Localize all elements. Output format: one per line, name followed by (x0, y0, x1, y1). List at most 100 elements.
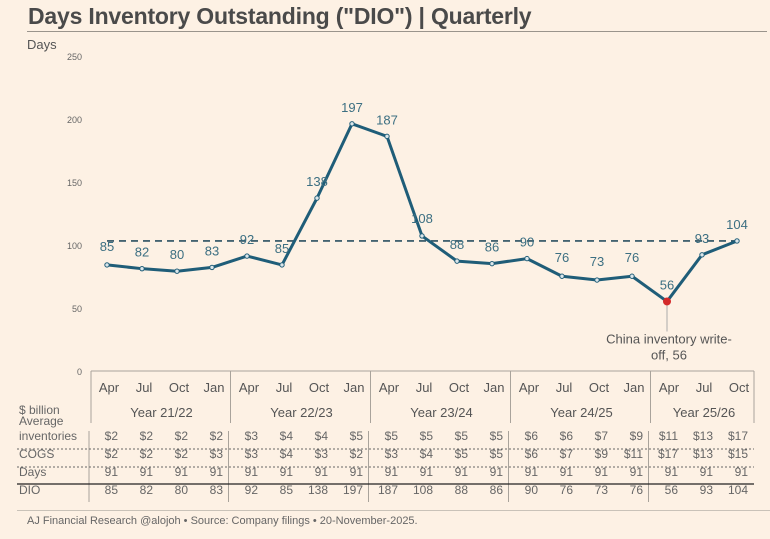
annotation-text: off, 56 (651, 347, 687, 362)
table-cell: $6 (560, 429, 574, 443)
table-cell: $6 (525, 429, 539, 443)
table-cell: $3 (385, 447, 399, 461)
chart-title: Days Inventory Outstanding ("DIO") | Qua… (28, 3, 532, 29)
table-cell: 88 (455, 483, 469, 497)
table-cell: 92 (245, 483, 259, 497)
table-cell: 83 (210, 483, 224, 497)
data-label: 92 (240, 232, 254, 247)
quarter-label: Jul (136, 380, 153, 395)
table-cell: $5 (455, 447, 469, 461)
data-point (314, 195, 320, 201)
table-cell: 197 (343, 483, 363, 497)
fiscal-year-label: Year 21/22 (130, 405, 192, 420)
table-cell: 91 (315, 465, 329, 479)
table-cell: $5 (350, 429, 364, 443)
table-cell: $5 (420, 429, 434, 443)
table-cell: $6 (525, 447, 539, 461)
table-cell: 93 (700, 483, 714, 497)
y-tick-label: 250 (67, 52, 82, 62)
table-cell: 91 (735, 465, 749, 479)
data-label: 108 (411, 211, 433, 226)
data-point (349, 121, 355, 127)
quarter-label: Jan (204, 380, 225, 395)
highlight-marker (663, 297, 671, 306)
data-point (489, 260, 495, 267)
data-label: 138 (306, 174, 328, 189)
quarter-label: Oct (729, 380, 750, 395)
table-cell: 91 (350, 465, 364, 479)
data-label: 187 (376, 112, 398, 127)
data-label: 56 (660, 277, 674, 292)
table-cell: $5 (455, 429, 469, 443)
table-cell: 80 (175, 483, 189, 497)
fiscal-year-label: Year 23/24 (410, 405, 472, 420)
unit-label: $ billion (19, 403, 60, 417)
annotation-text: China inventory write- (606, 331, 732, 346)
quarter-label: Apr (99, 380, 120, 395)
table-cell: $2 (105, 429, 119, 443)
table-cell: $2 (140, 447, 154, 461)
data-point (559, 273, 565, 279)
table-cell: $3 (245, 447, 259, 461)
data-point (734, 238, 740, 244)
table-cell: 187 (378, 483, 398, 497)
table-cell: $3 (245, 429, 259, 443)
table-cell: 85 (280, 483, 294, 497)
table-cell: $2 (175, 429, 189, 443)
table-cell: $5 (385, 429, 399, 443)
data-point (174, 268, 180, 274)
table-cell: 82 (140, 483, 154, 497)
table-cell: 91 (595, 465, 609, 479)
table-cell: 91 (175, 465, 189, 479)
table-cell: $9 (595, 447, 609, 461)
table-cell: $7 (595, 429, 609, 443)
data-label: 93 (695, 231, 709, 246)
table-cell: 85 (105, 483, 119, 497)
row-label: Average (19, 414, 64, 428)
table-cell: 91 (560, 465, 574, 479)
table-cell: 91 (420, 465, 434, 479)
table-cell: $9 (630, 429, 644, 443)
data-point (699, 252, 705, 258)
table-cell: 91 (525, 465, 539, 479)
footer-divider (17, 510, 770, 511)
title-divider (27, 31, 767, 32)
quarter-label: Apr (659, 380, 680, 395)
data-label: 76 (555, 250, 569, 265)
data-point (279, 262, 285, 268)
table-cell: $2 (350, 447, 364, 461)
y-tick-label: 50 (72, 304, 82, 314)
table-cell: $5 (490, 429, 504, 443)
quarter-label: Jan (484, 380, 505, 395)
row-label: DIO (19, 483, 40, 497)
data-point (104, 262, 110, 268)
quarter-label: Jan (344, 380, 365, 395)
table-cell: $4 (315, 429, 329, 443)
data-point (244, 253, 250, 259)
data-label: 76 (625, 250, 639, 265)
fiscal-year-label: Year 22/23 (270, 405, 332, 420)
data-label: 85 (275, 241, 289, 256)
quarter-label: Oct (449, 380, 470, 395)
table-cell: 90 (525, 483, 539, 497)
y-tick-label: 0 (77, 367, 82, 377)
row-label: Days (19, 465, 46, 479)
y-axis-label: Days (27, 37, 57, 52)
data-point (454, 258, 460, 264)
table-cell: 86 (490, 483, 504, 497)
table-cell: 91 (245, 465, 259, 479)
data-label: 197 (341, 100, 363, 115)
table-cell: $3 (315, 447, 329, 461)
data-label: 86 (485, 240, 499, 255)
data-point (629, 273, 635, 279)
table-cell: $2 (140, 429, 154, 443)
data-label: 73 (590, 254, 604, 269)
quarter-label: Oct (589, 380, 610, 395)
table-cell: $3 (210, 447, 224, 461)
table-cell: $17 (728, 429, 748, 443)
table-cell: 56 (665, 483, 679, 497)
quarter-label: Jul (416, 380, 433, 395)
quarter-label: Apr (519, 380, 540, 395)
table-cell: 104 (728, 483, 748, 497)
